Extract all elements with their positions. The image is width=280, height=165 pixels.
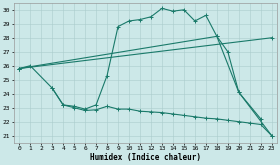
X-axis label: Humidex (Indice chaleur): Humidex (Indice chaleur) xyxy=(90,153,201,162)
